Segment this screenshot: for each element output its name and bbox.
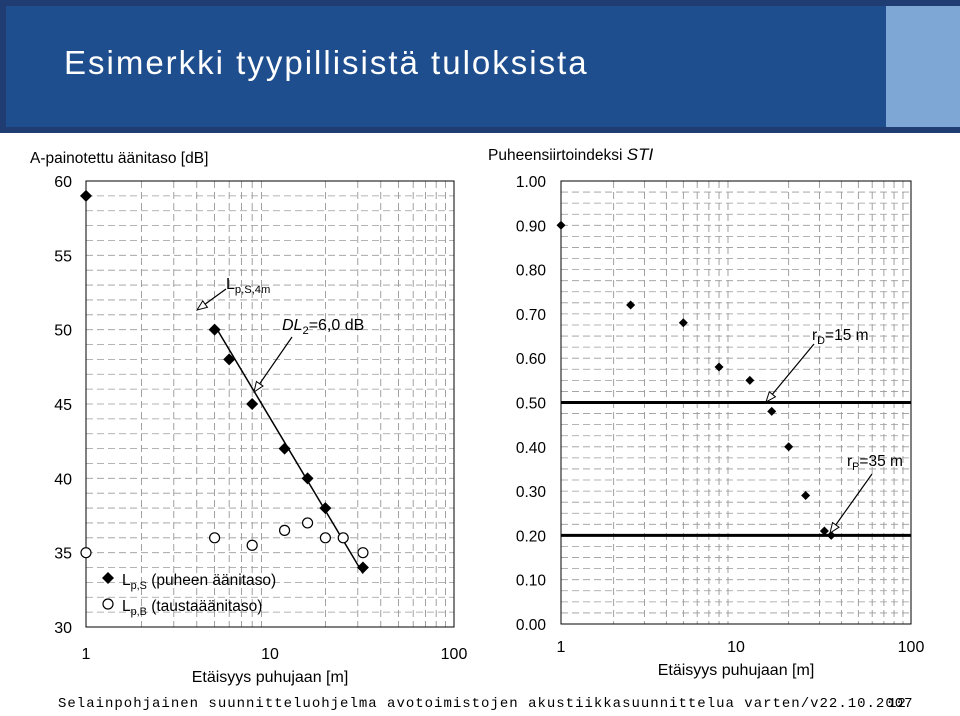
annotation-arrow-delta-l — [253, 336, 293, 394]
y-tick-label: 0.40 — [516, 440, 547, 457]
annotation-arrow-rp-head — [829, 521, 840, 535]
annotation-arrow-lps4m-head — [195, 300, 209, 311]
y-axis-label: Puheensiirtoindeksi STI — [488, 145, 653, 164]
annotation-rp: rP=35 m — [847, 453, 903, 473]
x-tick-label: 10 — [261, 646, 279, 663]
annotation-arrow-rp-line — [829, 473, 873, 534]
data-point-sti — [784, 442, 794, 452]
y-tick-label: 0.50 — [516, 396, 547, 413]
legend-marker-speech — [102, 572, 114, 584]
title-banner-accent — [886, 6, 960, 127]
y-tick-label: 0.80 — [516, 263, 547, 280]
data-point-speech — [278, 442, 291, 455]
y-tick-label: 0.30 — [516, 484, 547, 501]
annotation-arrow-delta-l-head — [253, 380, 264, 394]
y-tick-label: 0.10 — [516, 573, 547, 590]
legend-marker-background — [102, 598, 114, 610]
x-tick-label: 1 — [557, 639, 566, 656]
x-tick-label: 100 — [898, 639, 925, 656]
data-point-sti — [826, 530, 836, 540]
data-point-background — [209, 532, 221, 544]
y-tick-label: 30 — [54, 620, 72, 637]
legend-label-background: Lp,B (taustaäänitaso) — [122, 598, 262, 618]
title-banner-panel — [6, 6, 886, 127]
annotation-arrow-rp — [829, 473, 873, 535]
x-axis-label: Etäisyys puhujaan [m] — [658, 662, 815, 679]
data-point-background — [80, 547, 92, 559]
data-point-background — [337, 532, 349, 544]
y-tick-label: 0.20 — [516, 528, 547, 545]
y-axis-label: A-painotettu äänitaso [dB] — [30, 150, 208, 167]
y-tick-label: 35 — [54, 546, 72, 563]
data-point-background — [319, 532, 331, 544]
y-tick-label: 0.70 — [516, 307, 547, 324]
title-banner: Esimerkki tyypillisistä tuloksista — [0, 0, 960, 133]
x-axis-label: Etäisyys puhujaan [m] — [192, 669, 349, 686]
data-point-speech — [356, 561, 369, 574]
y-tick-label: 0.60 — [516, 351, 547, 368]
y-tick-label: 1.00 — [516, 174, 547, 191]
data-point-speech — [246, 398, 259, 410]
data-point-speech — [301, 472, 314, 485]
annotation-arrow-lps4m — [195, 288, 227, 311]
data-point-background — [246, 539, 258, 551]
annotation-arrow-rd-line — [765, 343, 815, 403]
y-tick-label: 60 — [54, 174, 72, 191]
slide-footer: Selainpohjainen suunnitteluohjelma avoto… — [58, 696, 914, 712]
data-point-sti — [767, 406, 777, 416]
annotation-rd: rD=15 m — [812, 327, 869, 347]
data-point-sti — [714, 362, 724, 372]
data-point-sti — [801, 491, 811, 501]
y-tick-label: 0.90 — [516, 218, 547, 235]
data-point-sti — [745, 375, 755, 385]
annotation-lps4m: Lp,S,4m — [226, 276, 270, 296]
data-point-speech — [319, 502, 332, 515]
legend-label-speech: Lp,S (puheen äänitaso) — [122, 572, 276, 592]
data-point-sti — [626, 300, 636, 310]
data-point-speech — [80, 189, 92, 202]
y-tick-label: 40 — [54, 471, 72, 488]
annotation-delta-l: DL2=6,0 dB — [282, 317, 364, 337]
x-tick-label: 100 — [441, 646, 468, 663]
page-number: 12 — [888, 696, 907, 712]
data-point-background — [301, 517, 314, 529]
y-tick-label: 55 — [54, 248, 72, 265]
y-tick-label: 45 — [54, 397, 72, 414]
annotation-arrow-rd-head — [765, 390, 777, 404]
annotation-arrow-rd — [765, 343, 815, 404]
y-tick-label: 0.00 — [516, 617, 547, 634]
data-point-sti — [819, 526, 829, 536]
x-tick-label: 10 — [727, 639, 745, 656]
annotation-arrow-delta-l-line — [253, 336, 293, 393]
data-point-sti — [556, 220, 566, 230]
plot-frame — [85, 180, 455, 628]
data-point-background — [278, 524, 291, 536]
data-point-speech — [223, 353, 236, 366]
data-point-sti — [678, 318, 688, 328]
y-tick-label: 50 — [54, 323, 72, 340]
slide-title: Esimerkki tyypillisistä tuloksista — [64, 44, 589, 81]
x-tick-label: 1 — [82, 646, 91, 663]
data-point-background — [357, 547, 369, 559]
data-point-speech — [208, 323, 221, 336]
